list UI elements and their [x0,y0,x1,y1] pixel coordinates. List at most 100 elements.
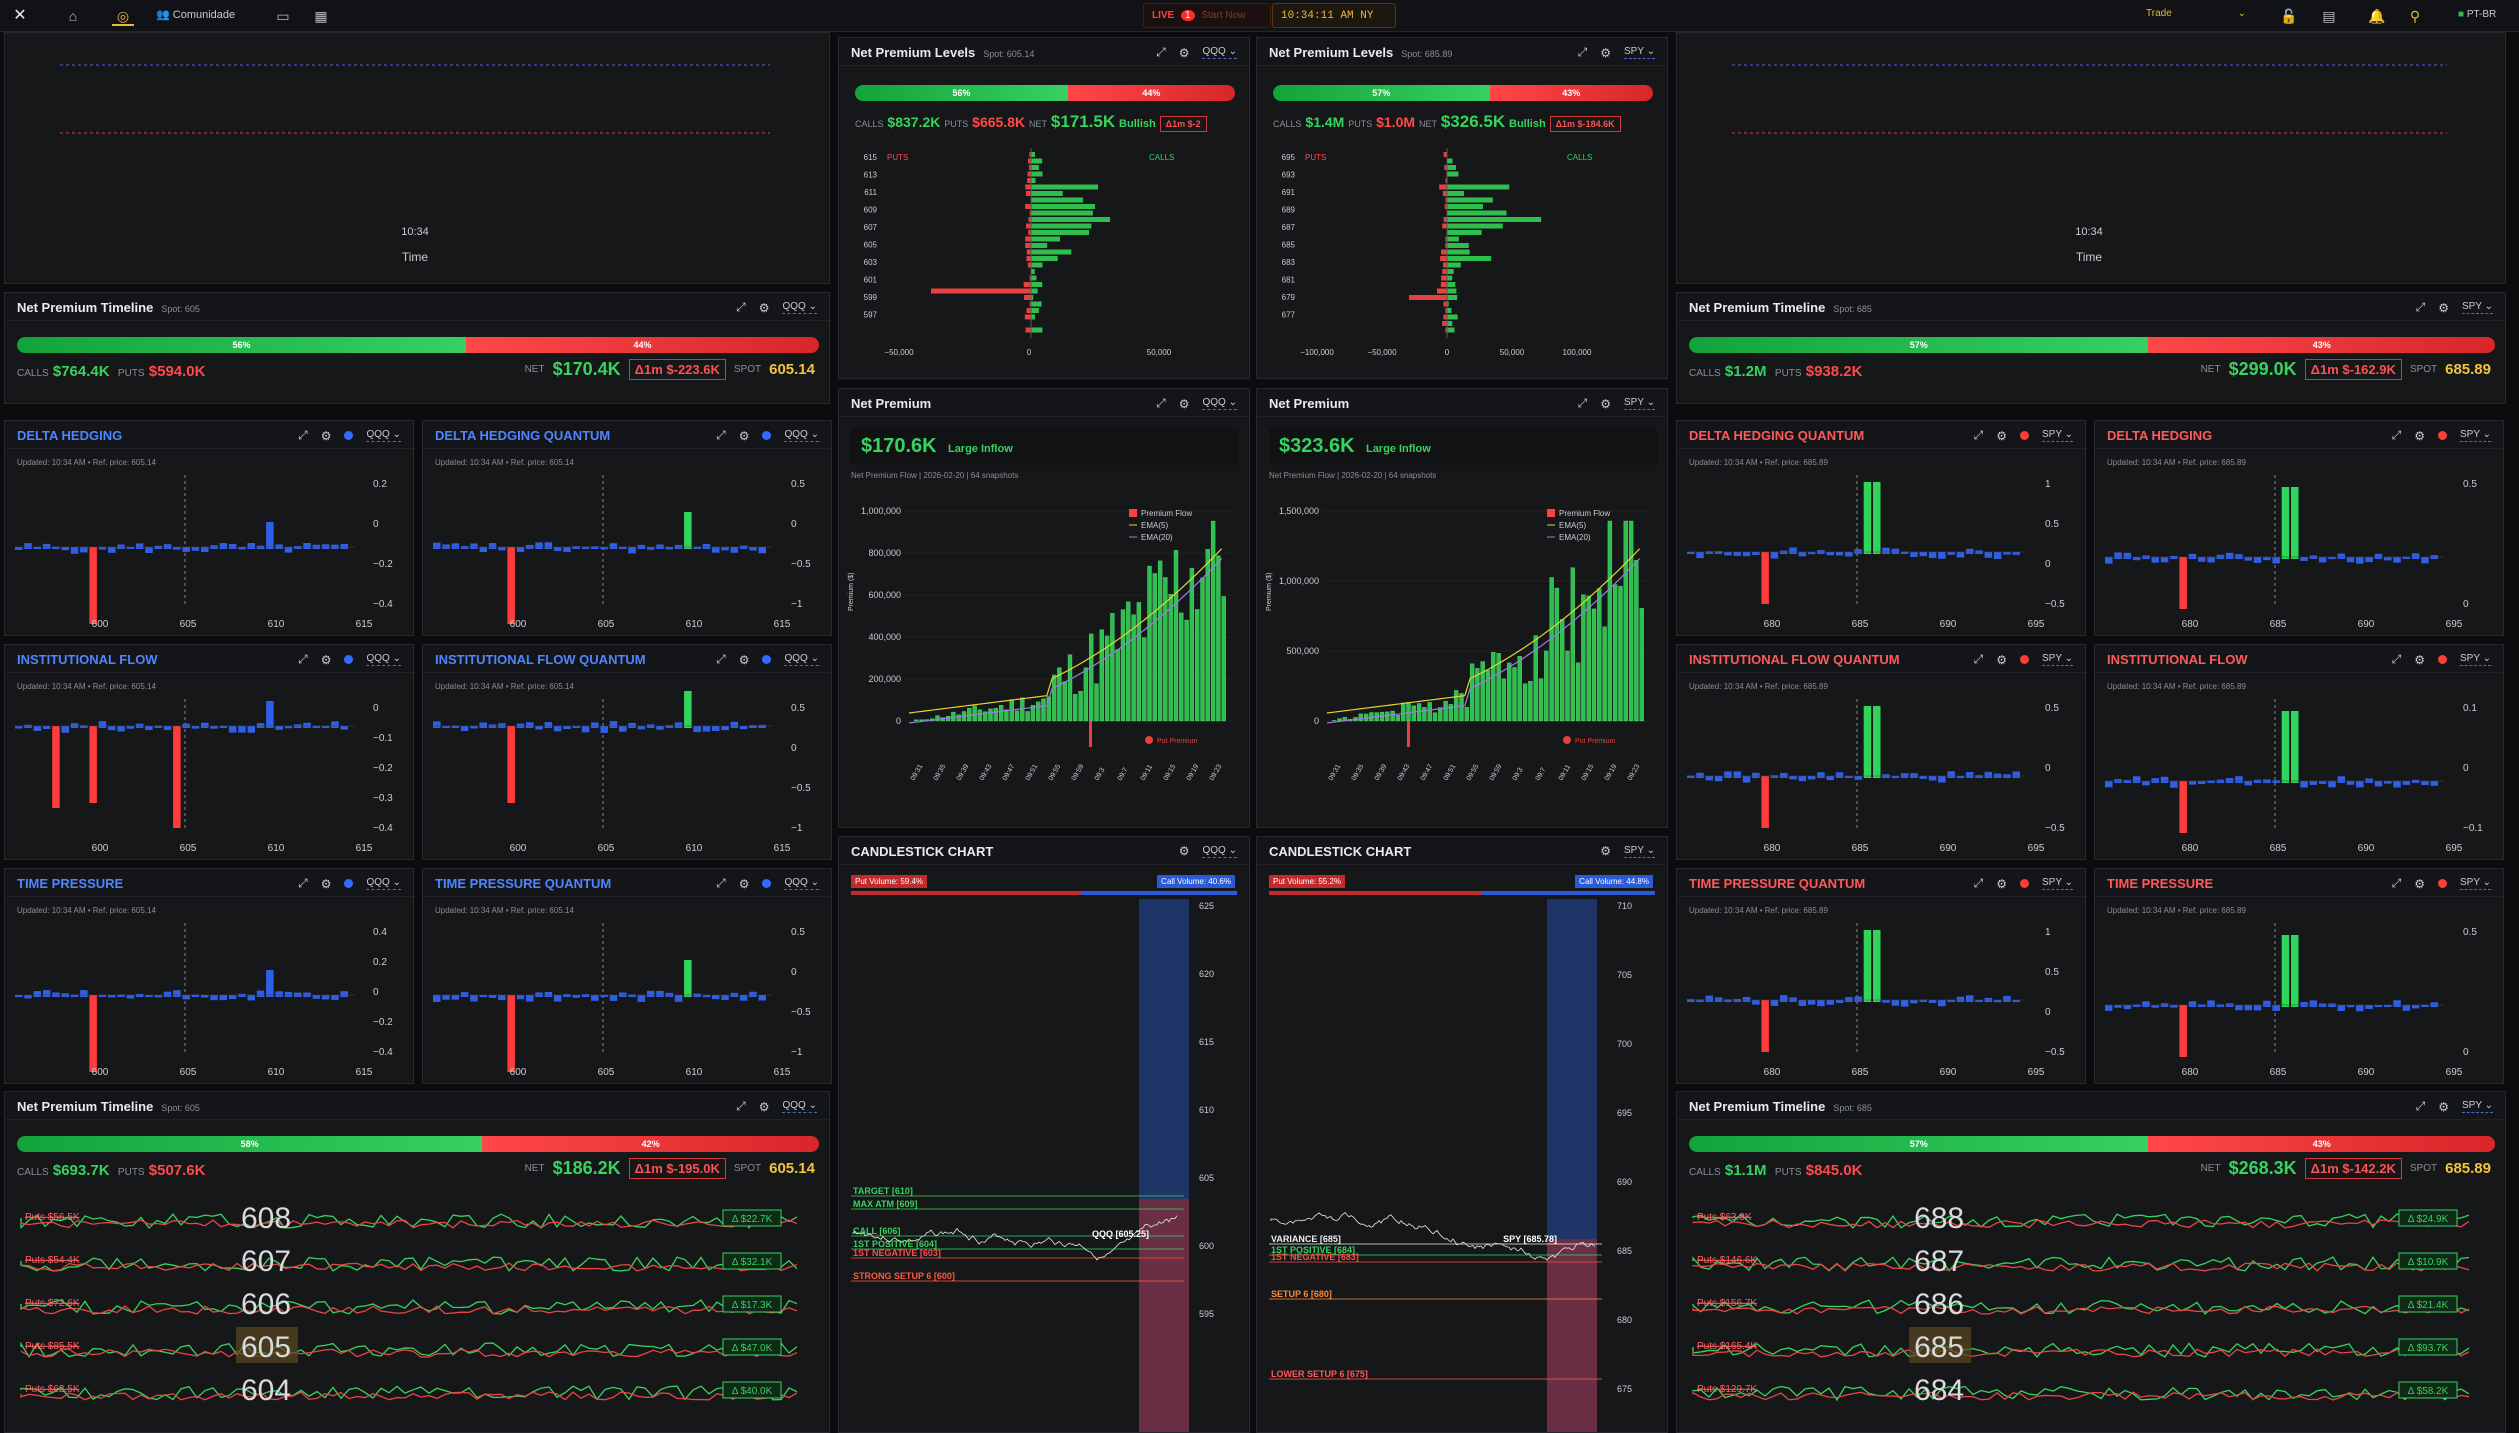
expand-icon[interactable]: ⤢ [2415,1099,2426,1113]
gear-icon[interactable]: ⚙ [1600,844,1611,858]
gear-icon[interactable]: ⚙ [738,428,750,443]
expand-icon[interactable]: ⤢ [2415,300,2426,314]
indicator-bar [1928,552,1937,559]
expand-icon[interactable]: ⤢ [298,428,308,442]
symbol-select[interactable]: SPY ⌄ [2041,877,2073,890]
expand-icon[interactable]: ⤢ [1973,876,1984,890]
put-bar [1443,301,1447,307]
flow-bar [935,715,940,722]
gear-icon[interactable]: ⚙ [2414,876,2425,891]
gear-icon[interactable]: ⚙ [1600,396,1611,411]
mode-select[interactable]: Trade ⌄ [2146,8,2246,19]
call-bar [1031,210,1093,216]
gear-icon[interactable]: ⚙ [758,300,770,315]
expand-icon[interactable]: ⤢ [716,652,726,666]
gear-icon[interactable]: ⚙ [320,652,332,667]
gear-icon[interactable]: ⚙ [1600,45,1611,60]
home-icon[interactable]: ⌂ [68,8,78,24]
puts-pct: 43% [2148,337,2495,353]
indicator-bar [2411,553,2420,559]
expand-icon[interactable]: ⤢ [1156,396,1166,410]
symbol-select[interactable]: QQQ ⌄ [784,429,819,442]
gear-icon[interactable]: ⚙ [738,652,750,667]
symbol-select[interactable]: SPY ⌄ [2459,429,2491,442]
expand-icon[interactable]: ⤢ [2391,876,2402,890]
indicator-bar [2328,557,2336,560]
symbol-select[interactable]: SPY ⌄ [2459,653,2491,666]
y-tick: −0.1 [373,733,393,744]
gear-icon[interactable]: ⚙ [1178,45,1190,60]
top-navigation-bar: ✕ ⌂ ◎ 👥 Comunidade ▭ ▦ LIVE 1 Start Now … [0,0,2519,32]
panel-title: Net Premium Timeline Spot: 685 [1689,1099,1872,1114]
indicator-bar [553,995,562,1002]
community-link[interactable]: 👥 Comunidade [156,8,235,21]
gear-icon[interactable]: ⚙ [1996,876,2007,891]
save-icon[interactable]: ▤ [2322,8,2336,24]
symbol-select[interactable]: QQQ ⌄ [1202,46,1237,59]
expand-icon[interactable]: ⤢ [1577,396,1588,410]
gear-icon[interactable]: ⚙ [738,876,750,891]
gear-icon[interactable]: ⚙ [1996,652,2007,667]
symbol-select[interactable]: SPY ⌄ [2041,653,2073,666]
expand-icon[interactable]: ⤢ [298,876,308,890]
language-select[interactable]: ■ PT-BR [2458,9,2496,20]
gear-icon[interactable]: ⚙ [758,1099,770,1114]
symbol-select[interactable]: SPY ⌄ [2459,877,2491,890]
bell-icon[interactable]: 🔔 [2368,8,2386,24]
symbol-select[interactable]: QQQ ⌄ [366,653,401,666]
symbol-select[interactable]: SPY ⌄ [1623,397,1655,410]
gear-icon[interactable]: ⚙ [2438,1099,2449,1114]
symbol-select[interactable]: SPY ⌄ [1623,844,1655,858]
symbol-select[interactable]: QQQ ⌄ [366,429,401,442]
gear-icon[interactable]: ⚙ [320,876,332,891]
expand-icon[interactable]: ⤢ [716,428,726,442]
puts-pct: 44% [466,337,819,353]
target-icon[interactable]: ◎ [112,6,134,26]
expand-icon[interactable]: ⤢ [1156,45,1166,59]
gear-icon[interactable]: ⚙ [2414,428,2425,443]
expand-icon[interactable]: ⤢ [1973,428,1984,442]
gear-icon[interactable]: ⚙ [2414,652,2425,667]
indicator-bar [479,722,487,728]
symbol-select[interactable]: QQQ ⌄ [784,653,819,666]
app-logo[interactable]: ✕ [13,7,27,24]
symbol-value: QQQ [1202,46,1226,57]
expand-icon[interactable]: ⤢ [1973,652,1984,666]
indicator-bar [1761,776,1769,828]
flow-bar [1549,577,1554,722]
expand-icon[interactable]: ⤢ [716,876,726,890]
symbol-select[interactable]: QQQ ⌄ [782,1100,817,1113]
live-status[interactable]: LIVE 1 Start Now [1143,3,1271,28]
expand-icon[interactable]: ⤢ [298,652,308,666]
ny-clock: 10:34:11 AM NY [1272,3,1396,28]
signal-icon[interactable]: ⚲ [2409,8,2421,24]
expand-icon[interactable]: ⤢ [736,1099,746,1113]
gear-icon[interactable]: ⚙ [1178,844,1190,858]
symbol-select[interactable]: QQQ ⌄ [366,877,401,890]
y-tick: 0 [791,967,797,978]
expand-icon[interactable]: ⤢ [1577,45,1588,59]
gear-icon[interactable]: ⚙ [1996,428,2007,443]
symbol-select[interactable]: QQQ ⌄ [784,877,819,890]
indicator-bar [1798,1000,1807,1006]
lock-icon[interactable]: 🔓 [2280,8,2298,24]
indicator-bar [2142,1001,2150,1007]
gear-icon[interactable]: ⚙ [320,428,332,443]
symbol-select[interactable]: SPY ⌄ [1623,46,1655,59]
indicator-bar [1882,547,1890,554]
symbol-select[interactable]: QQQ ⌄ [1202,844,1237,858]
expand-icon[interactable]: ⤢ [736,300,746,314]
calendar-icon[interactable]: ▦ [314,8,328,24]
gear-icon[interactable]: ⚙ [2438,300,2449,315]
symbol-select[interactable]: QQQ ⌄ [782,301,817,314]
expand-icon[interactable]: ⤢ [2391,428,2402,442]
gear-icon[interactable]: ⚙ [1178,396,1190,411]
expand-icon[interactable]: ⤢ [2391,652,2402,666]
symbol-select[interactable]: SPY ⌄ [2041,429,2073,442]
symbol-select[interactable]: QQQ ⌄ [1202,397,1237,410]
price-level-label: STRONG SETUP 6 [600] [853,1271,955,1281]
book-icon[interactable]: ▭ [276,8,290,24]
call-bar [1031,178,1036,183]
symbol-select[interactable]: SPY ⌄ [2461,301,2493,314]
symbol-select[interactable]: SPY ⌄ [2461,1100,2493,1113]
